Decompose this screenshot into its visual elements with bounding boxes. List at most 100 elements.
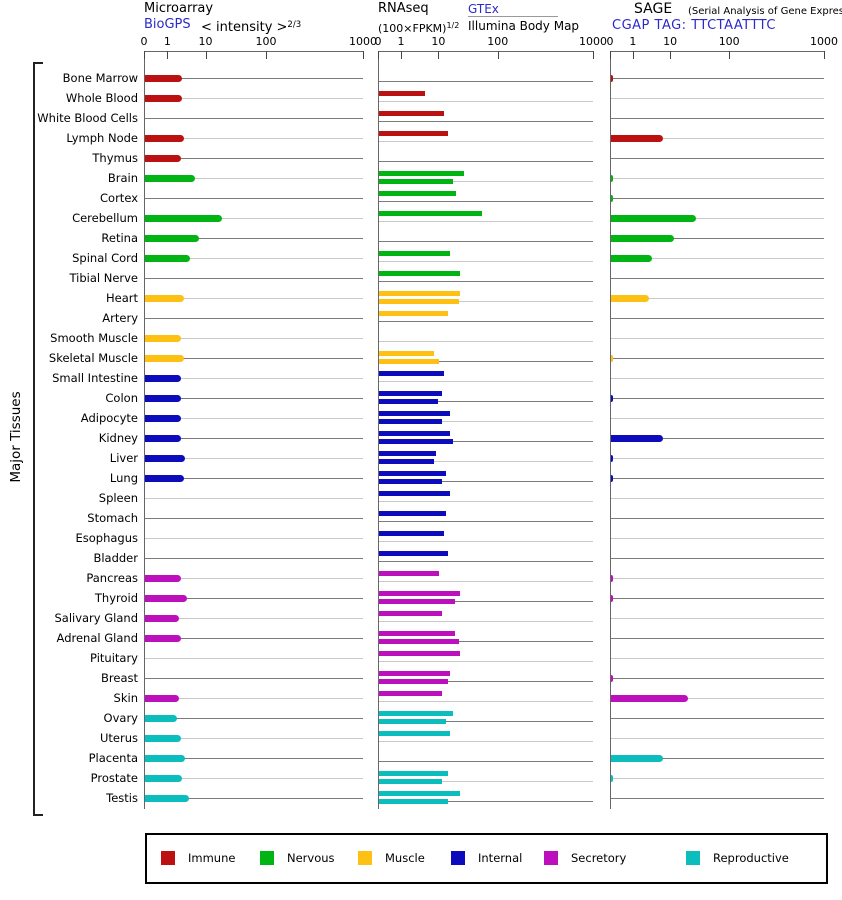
tissue-label: Pituitary (90, 651, 138, 665)
tissue-label: Stomach (87, 511, 138, 525)
bar-microarray (145, 435, 181, 442)
bar-microarray (145, 635, 182, 642)
row-gridline (611, 338, 824, 339)
row-gridline (145, 98, 363, 99)
row-gridline (145, 718, 363, 719)
row-gridline (379, 181, 593, 182)
bar-sage (611, 175, 614, 182)
row-gridline (145, 158, 363, 159)
intensity-label: < intensity > (201, 20, 288, 35)
gtex-link[interactable]: GTEx (468, 2, 499, 16)
microarray-title: Microarray (144, 1, 214, 16)
bar-rnaseq-gtex (379, 671, 450, 676)
bar-rnaseq-gtex (379, 251, 450, 256)
row-gridline (611, 218, 824, 219)
tissue-label: Uterus (99, 731, 138, 745)
bar-microarray (145, 415, 181, 422)
bar-microarray (145, 295, 185, 302)
row-gridline (611, 78, 824, 79)
axis-tick (378, 51, 379, 59)
row-gridline (379, 481, 593, 482)
row-gridline (379, 681, 593, 682)
bar-microarray (145, 695, 180, 702)
bar-rnaseq-bodymap (379, 799, 449, 804)
row-gridline (379, 741, 593, 742)
row-gridline (611, 398, 824, 399)
bar-microarray (145, 795, 189, 802)
biogps-link[interactable]: BioGPS (144, 17, 191, 32)
bar-microarray (145, 95, 183, 102)
legend-label-reproductive: Reproductive (713, 851, 789, 865)
tissue-label: Spleen (98, 491, 138, 505)
tissue-label: Breast (101, 671, 138, 685)
bar-rnaseq-gtex (379, 531, 445, 536)
bar-sage (611, 355, 614, 362)
tissue-label: Pancreas (86, 571, 138, 585)
row-gridline (611, 278, 824, 279)
axis-tick-label: 1 (629, 35, 637, 48)
tissue-label: Tibial Nerve (69, 271, 138, 285)
row-gridline (379, 81, 593, 82)
bar-microarray (145, 155, 181, 162)
row-gridline (611, 178, 824, 179)
bar-microarray (145, 215, 222, 222)
row-gridline (611, 138, 824, 139)
tissue-label: Brain (107, 171, 138, 185)
row-gridline (611, 758, 824, 759)
legend-label-muscle: Muscle (385, 851, 425, 865)
cgap-tag-link[interactable]: CGAP TAG: TTCTAATTTC (612, 18, 776, 33)
bar-microarray (145, 615, 180, 622)
bar-rnaseq-gtex (379, 631, 455, 636)
row-gridline (145, 578, 363, 579)
bar-microarray (145, 575, 181, 582)
bar-rnaseq-bodymap (379, 599, 455, 604)
legend-item-internal: Internal (451, 851, 522, 865)
row-gridline (611, 118, 824, 119)
row-gridline (145, 498, 363, 499)
tissues-bracket (33, 62, 43, 816)
row-gridline (611, 298, 824, 299)
axis-vertical-sage (610, 51, 611, 809)
bar-sage (611, 695, 688, 702)
row-gridline (145, 298, 363, 299)
axis-tick (401, 51, 402, 59)
row-gridline (611, 258, 824, 259)
legend-swatch-immune (161, 851, 175, 865)
row-gridline (611, 358, 824, 359)
row-gridline (145, 598, 363, 599)
row-gridline (379, 621, 593, 622)
rnaseq-formula: (100×FPKM)1/2 (378, 19, 459, 35)
row-gridline (379, 501, 593, 502)
row-gridline (145, 658, 363, 659)
row-gridline (379, 781, 593, 782)
bar-sage (611, 755, 663, 762)
row-gridline (611, 238, 824, 239)
bar-rnaseq-gtex (379, 91, 425, 96)
bar-rnaseq-bodymap (379, 419, 442, 424)
row-gridline (145, 358, 363, 359)
bar-rnaseq-gtex (379, 511, 447, 516)
row-gridline (379, 541, 593, 542)
row-gridline (379, 301, 593, 302)
bar-rnaseq-bodymap (379, 179, 454, 184)
axis-tick-label: 10 (198, 35, 213, 48)
row-gridline (145, 738, 363, 739)
illumina-body-map-label: Illumina Body Map (468, 19, 580, 33)
row-gridline (145, 318, 363, 319)
row-gridline (145, 458, 363, 459)
row-gridline (611, 158, 824, 159)
bar-rnaseq-gtex (379, 211, 482, 216)
tissue-label: Small Intestine (52, 371, 138, 385)
bar-rnaseq-bodymap (379, 439, 454, 444)
row-gridline (145, 178, 363, 179)
row-gridline (145, 558, 363, 559)
row-gridline (145, 118, 363, 119)
tissue-label: Cortex (100, 191, 138, 205)
axis-tick-label: 1 (163, 35, 171, 48)
row-gridline (611, 718, 824, 719)
legend: Immune Nervous Muscle Internal Secretory Repr… (145, 833, 828, 884)
rnaseq-title: RNAseq (378, 1, 429, 16)
axis-tick (729, 51, 731, 59)
legend-item-secretory: Secretory (544, 851, 626, 865)
bar-rnaseq-bodymap (379, 639, 459, 644)
